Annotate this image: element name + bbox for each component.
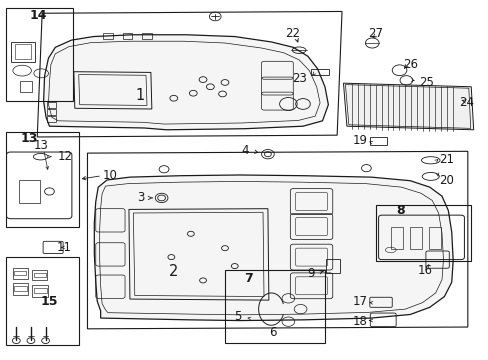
Text: 10: 10 bbox=[103, 169, 118, 182]
Text: 9: 9 bbox=[307, 267, 315, 280]
Polygon shape bbox=[94, 175, 452, 320]
Bar bbox=[13, 268, 27, 279]
Bar bbox=[5, 132, 79, 226]
Text: 22: 22 bbox=[284, 27, 299, 40]
Text: 17: 17 bbox=[352, 296, 366, 309]
Bar bbox=[19, 180, 40, 203]
Text: 2: 2 bbox=[169, 264, 178, 279]
Text: 24: 24 bbox=[458, 96, 473, 109]
Bar bbox=[15, 44, 31, 59]
Text: 4: 4 bbox=[241, 144, 248, 157]
Text: 21: 21 bbox=[439, 153, 454, 166]
Bar bbox=[310, 69, 329, 75]
Text: 11: 11 bbox=[57, 241, 72, 254]
Bar bbox=[5, 8, 73, 101]
Bar bbox=[5, 257, 79, 345]
Bar bbox=[47, 102, 56, 108]
Text: 1: 1 bbox=[135, 88, 144, 103]
Bar bbox=[409, 227, 422, 249]
Text: 25: 25 bbox=[418, 76, 433, 89]
Text: 6: 6 bbox=[268, 326, 276, 339]
Bar bbox=[11, 42, 35, 62]
Polygon shape bbox=[43, 35, 328, 130]
Text: 14: 14 bbox=[30, 9, 47, 22]
Bar bbox=[34, 288, 46, 293]
Bar bbox=[375, 205, 470, 261]
Text: 19: 19 bbox=[352, 134, 366, 147]
Text: 13: 13 bbox=[20, 132, 38, 145]
Bar bbox=[32, 285, 48, 297]
Bar bbox=[224, 270, 325, 343]
Bar bbox=[122, 33, 132, 39]
Bar bbox=[14, 286, 27, 291]
Text: 16: 16 bbox=[417, 264, 431, 277]
Bar bbox=[142, 33, 152, 39]
Text: 8: 8 bbox=[395, 204, 404, 217]
Polygon shape bbox=[343, 83, 473, 130]
Bar bbox=[47, 116, 56, 122]
Bar bbox=[32, 270, 47, 280]
Text: 27: 27 bbox=[367, 27, 382, 40]
Bar bbox=[428, 227, 440, 249]
Text: 3: 3 bbox=[137, 192, 144, 204]
Bar bbox=[14, 271, 26, 275]
Text: 20: 20 bbox=[439, 174, 453, 187]
Text: 5: 5 bbox=[234, 310, 241, 324]
Bar bbox=[369, 137, 386, 145]
Text: 12: 12 bbox=[58, 150, 73, 163]
Bar bbox=[13, 283, 28, 295]
Bar bbox=[20, 81, 32, 92]
Text: 15: 15 bbox=[41, 296, 58, 309]
Bar bbox=[103, 33, 113, 39]
Text: 18: 18 bbox=[352, 315, 366, 328]
Text: 13: 13 bbox=[33, 139, 48, 152]
Text: 26: 26 bbox=[402, 58, 417, 71]
Bar bbox=[47, 109, 56, 115]
Bar bbox=[34, 273, 45, 277]
Text: 7: 7 bbox=[244, 272, 252, 285]
Text: 23: 23 bbox=[291, 72, 306, 85]
Bar bbox=[326, 259, 339, 273]
Bar bbox=[390, 227, 402, 249]
